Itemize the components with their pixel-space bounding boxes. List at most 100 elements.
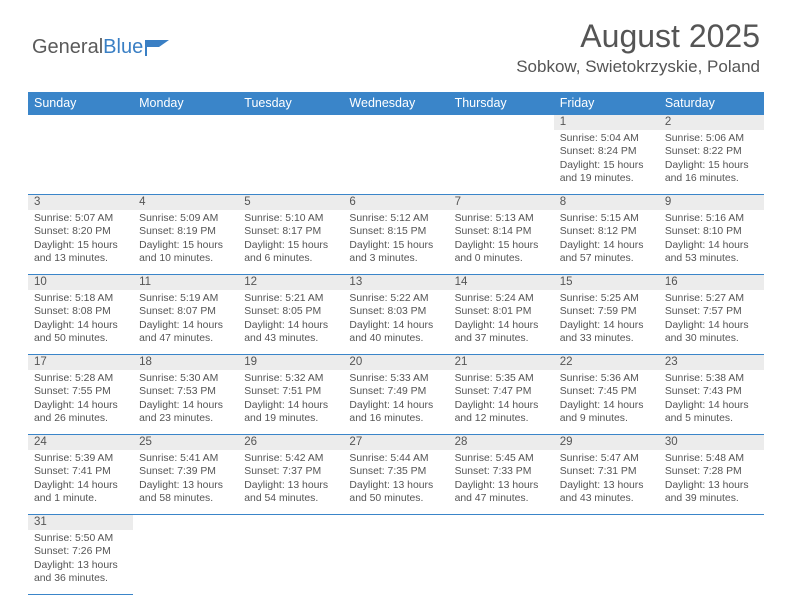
sunrise-text: Sunrise: 5:10 AM xyxy=(244,212,337,225)
calendar-cell-empty xyxy=(133,115,238,195)
daylight-text: Daylight: 15 hours and 6 minutes. xyxy=(244,239,337,266)
sunset-text: Sunset: 7:47 PM xyxy=(455,385,548,398)
daylight-text: Daylight: 14 hours and 47 minutes. xyxy=(139,319,232,346)
day-details: Sunrise: 5:38 AMSunset: 7:43 PMDaylight:… xyxy=(659,370,764,429)
calendar-cell: 28Sunrise: 5:45 AMSunset: 7:33 PMDayligh… xyxy=(449,435,554,515)
daylight-text: Daylight: 14 hours and 5 minutes. xyxy=(665,399,758,426)
sunrise-text: Sunrise: 5:22 AM xyxy=(349,292,442,305)
sunrise-text: Sunrise: 5:19 AM xyxy=(139,292,232,305)
sunset-text: Sunset: 8:14 PM xyxy=(455,225,548,238)
day-number: 3 xyxy=(28,195,133,210)
sunset-text: Sunset: 7:28 PM xyxy=(665,465,758,478)
calendar-cell: 11Sunrise: 5:19 AMSunset: 8:07 PMDayligh… xyxy=(133,275,238,355)
day-number: 5 xyxy=(238,195,343,210)
weekday-thursday: Thursday xyxy=(449,92,554,115)
calendar-cell: 22Sunrise: 5:36 AMSunset: 7:45 PMDayligh… xyxy=(554,355,659,435)
sunrise-text: Sunrise: 5:47 AM xyxy=(560,452,653,465)
day-number: 16 xyxy=(659,275,764,290)
sunset-text: Sunset: 7:57 PM xyxy=(665,305,758,318)
daylight-text: Daylight: 14 hours and 9 minutes. xyxy=(560,399,653,426)
sunrise-text: Sunrise: 5:27 AM xyxy=(665,292,758,305)
daylight-text: Daylight: 14 hours and 23 minutes. xyxy=(139,399,232,426)
sunset-text: Sunset: 7:26 PM xyxy=(34,545,127,558)
sunrise-text: Sunrise: 5:39 AM xyxy=(34,452,127,465)
calendar-cell: 21Sunrise: 5:35 AMSunset: 7:47 PMDayligh… xyxy=(449,355,554,435)
calendar-cell: 19Sunrise: 5:32 AMSunset: 7:51 PMDayligh… xyxy=(238,355,343,435)
header: GeneralBlue August 2025 Sobkow, Swietokr… xyxy=(0,0,792,92)
sunset-text: Sunset: 8:24 PM xyxy=(560,145,653,158)
daylight-text: Daylight: 15 hours and 3 minutes. xyxy=(349,239,442,266)
calendar-cell: 18Sunrise: 5:30 AMSunset: 7:53 PMDayligh… xyxy=(133,355,238,435)
day-number: 28 xyxy=(449,435,554,450)
sunrise-text: Sunrise: 5:04 AM xyxy=(560,132,653,145)
daylight-text: Daylight: 14 hours and 16 minutes. xyxy=(349,399,442,426)
day-number: 27 xyxy=(343,435,448,450)
sunrise-text: Sunrise: 5:25 AM xyxy=(560,292,653,305)
daylight-text: Daylight: 14 hours and 57 minutes. xyxy=(560,239,653,266)
calendar-cell: 1Sunrise: 5:04 AMSunset: 8:24 PMDaylight… xyxy=(554,115,659,195)
daylight-text: Daylight: 15 hours and 19 minutes. xyxy=(560,159,653,186)
calendar-cell-trailing xyxy=(238,515,343,595)
day-details: Sunrise: 5:28 AMSunset: 7:55 PMDaylight:… xyxy=(28,370,133,429)
calendar-cell: 8Sunrise: 5:15 AMSunset: 8:12 PMDaylight… xyxy=(554,195,659,275)
calendar-cell: 27Sunrise: 5:44 AMSunset: 7:35 PMDayligh… xyxy=(343,435,448,515)
day-number: 23 xyxy=(659,355,764,370)
weekday-wednesday: Wednesday xyxy=(343,92,448,115)
day-number: 9 xyxy=(659,195,764,210)
day-details: Sunrise: 5:44 AMSunset: 7:35 PMDaylight:… xyxy=(343,450,448,509)
day-details: Sunrise: 5:09 AMSunset: 8:19 PMDaylight:… xyxy=(133,210,238,269)
day-details: Sunrise: 5:39 AMSunset: 7:41 PMDaylight:… xyxy=(28,450,133,509)
day-number: 21 xyxy=(449,355,554,370)
day-number: 2 xyxy=(659,115,764,130)
sunset-text: Sunset: 8:22 PM xyxy=(665,145,758,158)
calendar-cell: 12Sunrise: 5:21 AMSunset: 8:05 PMDayligh… xyxy=(238,275,343,355)
calendar-cell: 10Sunrise: 5:18 AMSunset: 8:08 PMDayligh… xyxy=(28,275,133,355)
logo-text: GeneralBlue xyxy=(32,36,143,59)
flag-icon xyxy=(145,38,171,58)
daylight-text: Daylight: 14 hours and 26 minutes. xyxy=(34,399,127,426)
sunrise-text: Sunrise: 5:12 AM xyxy=(349,212,442,225)
sunrise-text: Sunrise: 5:32 AM xyxy=(244,372,337,385)
day-number: 24 xyxy=(28,435,133,450)
sunrise-text: Sunrise: 5:15 AM xyxy=(560,212,653,225)
day-details: Sunrise: 5:22 AMSunset: 8:03 PMDaylight:… xyxy=(343,290,448,349)
day-number: 18 xyxy=(133,355,238,370)
calendar-cell-empty xyxy=(343,115,448,195)
daylight-text: Daylight: 13 hours and 39 minutes. xyxy=(665,479,758,506)
calendar-cell: 20Sunrise: 5:33 AMSunset: 7:49 PMDayligh… xyxy=(343,355,448,435)
sunrise-text: Sunrise: 5:50 AM xyxy=(34,532,127,545)
day-details: Sunrise: 5:48 AMSunset: 7:28 PMDaylight:… xyxy=(659,450,764,509)
day-number: 14 xyxy=(449,275,554,290)
sunrise-text: Sunrise: 5:30 AM xyxy=(139,372,232,385)
day-number: 22 xyxy=(554,355,659,370)
daylight-text: Daylight: 13 hours and 36 minutes. xyxy=(34,559,127,586)
day-number: 20 xyxy=(343,355,448,370)
sunset-text: Sunset: 7:41 PM xyxy=(34,465,127,478)
calendar-cell-trailing xyxy=(343,515,448,595)
day-details: Sunrise: 5:35 AMSunset: 7:47 PMDaylight:… xyxy=(449,370,554,429)
day-number: 15 xyxy=(554,275,659,290)
daylight-text: Daylight: 14 hours and 30 minutes. xyxy=(665,319,758,346)
weekday-saturday: Saturday xyxy=(659,92,764,115)
sunset-text: Sunset: 7:39 PM xyxy=(139,465,232,478)
calendar-cell: 30Sunrise: 5:48 AMSunset: 7:28 PMDayligh… xyxy=(659,435,764,515)
daylight-text: Daylight: 14 hours and 12 minutes. xyxy=(455,399,548,426)
daylight-text: Daylight: 14 hours and 43 minutes. xyxy=(244,319,337,346)
sunset-text: Sunset: 7:51 PM xyxy=(244,385,337,398)
daylight-text: Daylight: 14 hours and 1 minute. xyxy=(34,479,127,506)
sunrise-text: Sunrise: 5:07 AM xyxy=(34,212,127,225)
day-details: Sunrise: 5:30 AMSunset: 7:53 PMDaylight:… xyxy=(133,370,238,429)
day-details: Sunrise: 5:45 AMSunset: 7:33 PMDaylight:… xyxy=(449,450,554,509)
day-number: 29 xyxy=(554,435,659,450)
day-number: 31 xyxy=(28,515,133,530)
day-details: Sunrise: 5:18 AMSunset: 8:08 PMDaylight:… xyxy=(28,290,133,349)
calendar-cell-trailing xyxy=(133,515,238,595)
sunrise-text: Sunrise: 5:28 AM xyxy=(34,372,127,385)
day-number: 11 xyxy=(133,275,238,290)
sunset-text: Sunset: 8:15 PM xyxy=(349,225,442,238)
day-details: Sunrise: 5:21 AMSunset: 8:05 PMDaylight:… xyxy=(238,290,343,349)
logo-word-2: Blue xyxy=(103,36,143,58)
day-details: Sunrise: 5:24 AMSunset: 8:01 PMDaylight:… xyxy=(449,290,554,349)
day-number: 19 xyxy=(238,355,343,370)
calendar-cell-empty xyxy=(28,115,133,195)
